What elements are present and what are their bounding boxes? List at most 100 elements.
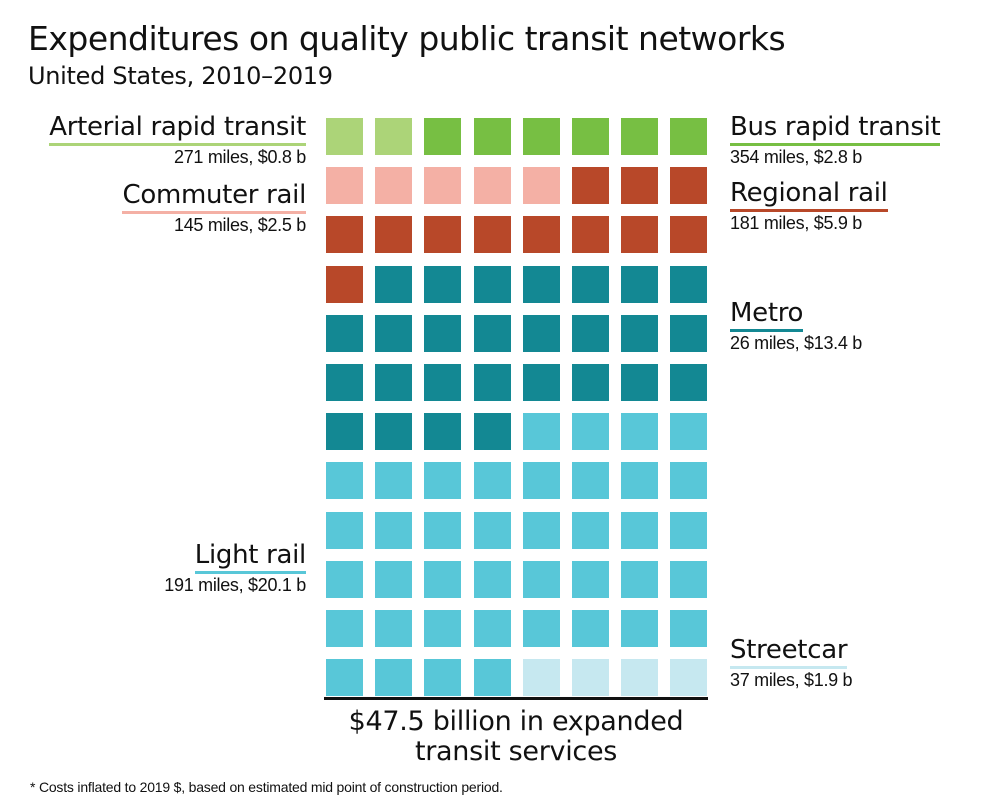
category-detail: 37 miles, $1.9 b <box>730 670 853 690</box>
waffle-square <box>375 413 413 451</box>
waffle-square <box>473 462 511 500</box>
waffle-grid <box>326 118 708 697</box>
waffle-square <box>375 118 413 155</box>
waffle-square <box>621 118 659 155</box>
waffle-square <box>572 216 609 254</box>
waffle-square <box>375 364 413 401</box>
category-detail: 181 miles, $5.9 b <box>730 213 862 233</box>
waffle-square <box>572 364 609 401</box>
waffle-square <box>522 511 560 549</box>
waffle-square <box>424 314 462 352</box>
waffle-square <box>375 511 413 549</box>
waffle-square <box>326 265 363 303</box>
waffle-square <box>522 216 560 254</box>
waffle-square <box>326 216 363 254</box>
waffle-square <box>473 216 511 254</box>
waffle-square <box>375 560 413 598</box>
label-streetcar: Streetcar 37 miles, $1.9 b <box>730 635 853 691</box>
waffle-square <box>522 314 560 352</box>
waffle-square <box>522 364 560 401</box>
waffle-square <box>621 659 659 697</box>
waffle-square <box>670 118 708 155</box>
waffle-square <box>670 216 708 254</box>
waffle-square <box>522 659 560 697</box>
waffle-square <box>424 118 462 155</box>
waffle-square <box>473 560 511 598</box>
waffle-square <box>572 462 609 500</box>
chart-title: Expenditures on quality public transit n… <box>28 19 786 58</box>
waffle-square <box>473 118 511 155</box>
waffle-square <box>670 462 708 500</box>
category-detail: 354 miles, $2.8 b <box>730 147 862 167</box>
waffle-square <box>375 659 413 697</box>
waffle-square <box>670 167 708 205</box>
waffle-square <box>670 560 708 598</box>
waffle-square <box>621 265 659 303</box>
waffle-square <box>473 167 511 205</box>
category-name: Regional rail <box>730 178 888 212</box>
waffle-square <box>473 659 511 697</box>
waffle-square <box>326 413 363 451</box>
footnote: * Costs inflated to 2019 $, based on est… <box>30 779 503 795</box>
category-detail: 145 miles, $2.5 b <box>174 215 306 235</box>
waffle-square <box>375 167 413 205</box>
waffle-square <box>522 118 560 155</box>
waffle-square <box>375 265 413 303</box>
waffle-square <box>621 610 659 647</box>
label-light-rail: Light rail 191 miles, $20.1 b <box>164 540 306 596</box>
baseline-rule <box>324 697 708 700</box>
waffle-square <box>375 462 413 500</box>
waffle-square <box>326 659 363 697</box>
waffle-square <box>621 413 659 451</box>
category-detail: 191 miles, $20.1 b <box>164 575 306 595</box>
waffle-square <box>572 265 609 303</box>
label-commuter-rail: Commuter rail 145 miles, $2.5 b <box>122 180 306 236</box>
waffle-square <box>424 265 462 303</box>
waffle-square <box>326 462 363 500</box>
waffle-square <box>522 413 560 451</box>
waffle-square <box>522 610 560 647</box>
waffle-square <box>375 216 413 254</box>
waffle-square <box>621 216 659 254</box>
waffle-square <box>424 364 462 401</box>
waffle-square <box>473 413 511 451</box>
waffle-square <box>621 511 659 549</box>
waffle-square <box>424 216 462 254</box>
category-name: Light rail <box>194 540 306 574</box>
waffle-square <box>326 364 363 401</box>
label-regional-rail: Regional rail 181 miles, $5.9 b <box>730 178 888 234</box>
label-bus-rapid-transit: Bus rapid transit 354 miles, $2.8 b <box>730 112 941 168</box>
waffle-square <box>424 659 462 697</box>
waffle-square <box>424 167 462 205</box>
waffle-square <box>572 413 609 451</box>
waffle-square <box>424 560 462 598</box>
waffle-square <box>375 314 413 352</box>
category-name: Streetcar <box>730 635 848 669</box>
waffle-square <box>522 560 560 598</box>
waffle-square <box>670 364 708 401</box>
waffle-square <box>473 364 511 401</box>
waffle-square <box>424 462 462 500</box>
waffle-square <box>473 265 511 303</box>
waffle-square <box>621 167 659 205</box>
label-metro: Metro 26 miles, $13.4 b <box>730 298 862 354</box>
waffle-square <box>375 610 413 647</box>
waffle-square <box>621 364 659 401</box>
total-label-line1: $47.5 billion in expanded <box>348 706 684 737</box>
label-arterial-rapid-transit: Arterial rapid transit 271 miles, $0.8 b <box>49 112 306 168</box>
waffle-square <box>326 167 363 205</box>
waffle-square <box>621 314 659 352</box>
waffle-square <box>473 314 511 352</box>
waffle-square <box>522 462 560 500</box>
category-name: Commuter rail <box>122 180 306 214</box>
waffle-square <box>522 167 560 205</box>
waffle-square <box>670 659 708 697</box>
waffle-square <box>473 610 511 647</box>
waffle-square <box>326 511 363 549</box>
waffle-square <box>572 167 609 205</box>
waffle-square <box>621 462 659 500</box>
waffle-square <box>572 118 609 155</box>
waffle-square <box>572 314 609 352</box>
waffle-square <box>621 560 659 598</box>
waffle-square <box>326 314 363 352</box>
